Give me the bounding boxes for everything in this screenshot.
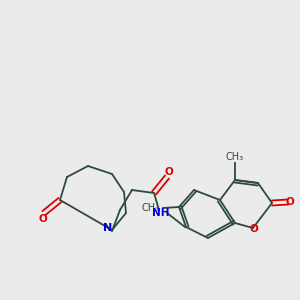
Text: O: O [39, 214, 47, 224]
Text: NH: NH [152, 208, 170, 218]
Text: CH₃: CH₃ [226, 152, 244, 162]
Text: O: O [286, 197, 294, 207]
Text: O: O [250, 224, 258, 234]
Text: CH₃: CH₃ [142, 203, 160, 213]
Text: O: O [165, 167, 173, 177]
Text: N: N [103, 223, 112, 233]
